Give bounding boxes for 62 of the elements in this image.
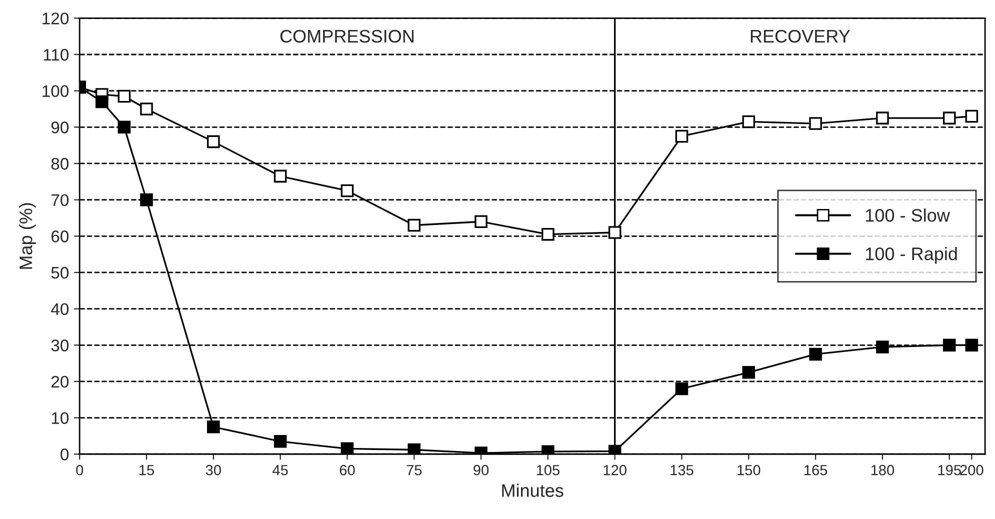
point [140, 102, 153, 116]
point [675, 130, 688, 143]
x-tick-label: 75 [406, 465, 422, 476]
x-tick-label: 120 [604, 464, 626, 476]
point [942, 112, 956, 124]
x-tick-label: 105 [536, 464, 560, 476]
x-tick-label: 180 [871, 464, 894, 476]
point [942, 338, 956, 352]
point [207, 420, 220, 434]
point [542, 228, 554, 241]
y-tick-label: 120 [42, 12, 69, 24]
y-tick-label: 40 [51, 303, 69, 316]
point [140, 193, 153, 206]
point [274, 435, 287, 448]
x-tick-label: 195 [938, 464, 961, 476]
y-tick-label: 0 [60, 448, 69, 460]
point [965, 110, 978, 123]
point [408, 218, 421, 232]
x-tick-label: 15 [140, 465, 154, 476]
y-axis-title: Map (%) [18, 203, 36, 269]
point [274, 170, 287, 183]
point [876, 340, 889, 354]
x-tick-label: 200 [960, 464, 984, 476]
x-tick-label: 150 [738, 464, 760, 476]
point [876, 112, 889, 124]
x-tick-label: 165 [804, 464, 828, 476]
y-tick-label: 80 [51, 158, 69, 170]
x-tick-label: 45 [272, 465, 288, 476]
point [675, 382, 688, 396]
x-tick-label: 90 [474, 464, 489, 476]
y-tick-label: 10 [52, 412, 69, 424]
point [340, 442, 354, 454]
annotation: RECOVERY [750, 30, 850, 43]
annotation: COMPRESSION [280, 30, 414, 43]
y-tick-label: 110 [44, 48, 69, 61]
x-tick-label: 60 [340, 464, 355, 476]
point [809, 348, 822, 361]
point [118, 90, 131, 103]
legend-label: 100 - Rapid [866, 246, 957, 264]
y-tick-label: 100 [42, 85, 69, 98]
x-tick-label: 135 [670, 464, 694, 476]
point [809, 117, 822, 130]
y-tick-label: 60 [51, 230, 69, 242]
y-tick-label: 30 [51, 340, 69, 352]
y-tick-label: 70 [52, 194, 69, 206]
legend-label: 100 - Slow [866, 208, 950, 222]
point [340, 184, 354, 198]
x-tick-label: 0 [76, 464, 84, 476]
point [965, 338, 978, 352]
y-tick-label: 50 [51, 266, 69, 279]
point [474, 215, 488, 228]
point [96, 95, 108, 108]
x-axis-title: Minutes [502, 484, 564, 497]
x-tick-label: 30 [206, 464, 221, 476]
point [207, 135, 220, 148]
point [118, 120, 131, 134]
point [742, 366, 756, 379]
y-tick-label: 20 [51, 376, 69, 388]
point [742, 115, 756, 128]
point [608, 226, 622, 239]
y-tick-label: 90 [51, 122, 69, 134]
point [408, 443, 421, 454]
